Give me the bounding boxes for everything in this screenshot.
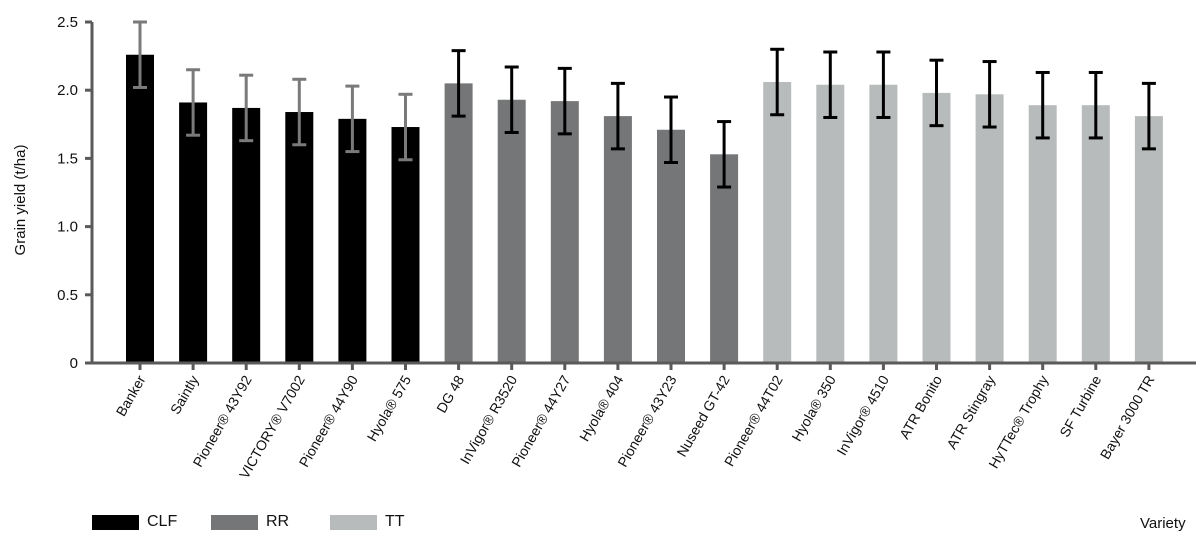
y-tick-label: 2.5 (57, 14, 78, 31)
bar (1028, 105, 1057, 363)
y-tick-label: 1.0 (57, 219, 78, 236)
y-axis-title: Grain yield (t/ha) (12, 145, 29, 256)
x-tick-label: Saintly (167, 373, 202, 417)
x-tick-label: Pioneer® 43Y23 (614, 372, 679, 469)
x-tick-label: Pioneer® 44Y27 (508, 372, 573, 469)
x-tick-label: HyTTec® Trophy (985, 373, 1051, 471)
bar (603, 116, 632, 363)
bar (232, 107, 261, 363)
x-tick-label: Hyola® 350 (788, 372, 839, 444)
bar (922, 92, 951, 363)
legend-label-tt: TT (385, 513, 405, 530)
bar (497, 99, 526, 364)
x-tick-label: Pioneer® 44Y90 (296, 372, 361, 469)
bar (285, 112, 314, 363)
y-axis: 0 0.5 1.0 1.5 2.0 2.5 (57, 14, 94, 372)
x-tick-label: Pioneer® 43Y92 (189, 372, 254, 469)
bar (550, 101, 579, 363)
y-tick-label: 1.5 (57, 150, 78, 167)
bar (126, 54, 154, 364)
bar (338, 118, 367, 364)
x-tick-label: InVigor® 4510 (833, 372, 892, 458)
legend-swatch-clf (92, 514, 139, 530)
x-axis-title: Variety (1140, 515, 1186, 532)
x-tick-label: ATR Bonito (896, 372, 945, 441)
x-tick-label: SF Turbine (1056, 372, 1104, 439)
legend-swatch-rr (211, 514, 258, 530)
legend-label-clf: CLF (147, 513, 178, 530)
bar (710, 154, 739, 363)
y-tick-label: 0 (70, 355, 78, 372)
bar (763, 82, 792, 364)
x-tick-label: Bayer 3000 TR (1097, 373, 1158, 462)
bar (975, 94, 1004, 364)
x-tick-label: Hyola® 404 (576, 372, 627, 444)
x-tick-label: Banker (113, 372, 149, 419)
legend-item-tt: TT (330, 514, 405, 530)
bar (657, 129, 685, 363)
bar (869, 84, 898, 363)
bar (1134, 116, 1163, 363)
legend-label-rr: RR (266, 513, 290, 530)
x-tick-label: Pioneer® 44T02 (721, 372, 786, 469)
y-tick-label: 2.0 (57, 82, 78, 99)
legend-item-clf: CLF (92, 514, 177, 530)
bar (1081, 105, 1110, 363)
bars (126, 20, 1163, 364)
x-tick-label: InVigor® R3520 (457, 372, 521, 466)
legend-item-rr: RR (211, 514, 289, 530)
y-tick-label: 0.5 (57, 287, 78, 304)
x-tick-label: ATR Stingray (943, 373, 998, 452)
bar (444, 83, 473, 363)
bar (179, 102, 208, 363)
legend-swatch-tt (330, 514, 377, 530)
x-tick-label: Hyola® 575 (364, 372, 415, 444)
x-tick-label: Nuseed GT-42 (673, 372, 732, 459)
x-tick-label: DG 48 (433, 372, 467, 415)
bar (816, 84, 845, 363)
bar (391, 127, 420, 363)
